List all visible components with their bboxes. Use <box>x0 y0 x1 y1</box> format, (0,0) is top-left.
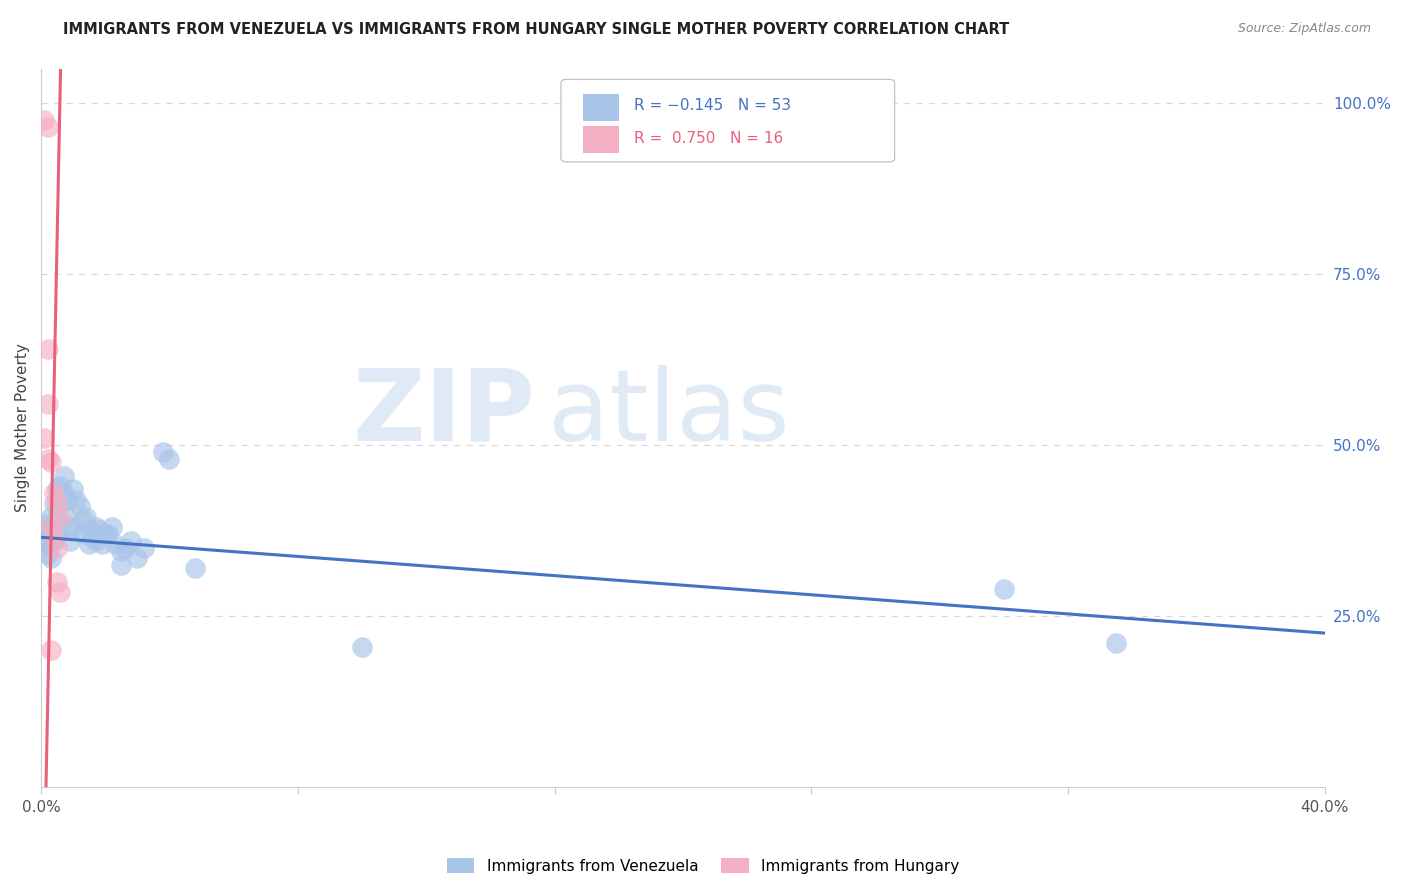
Point <box>72 526 94 541</box>
Point <box>65 492 87 507</box>
Point <box>37 120 59 134</box>
Point <box>62 483 84 497</box>
Point <box>42 496 65 510</box>
Point <box>87 524 110 538</box>
Text: atlas: atlas <box>548 365 790 462</box>
Point <box>46 509 69 524</box>
Point <box>37 451 59 466</box>
Point <box>39 509 62 524</box>
Y-axis label: Single Mother Poverty: Single Mother Poverty <box>15 343 30 512</box>
Text: Source: ZipAtlas.com: Source: ZipAtlas.com <box>1237 22 1371 36</box>
Point <box>97 526 120 541</box>
Point <box>49 509 72 524</box>
Point <box>84 520 107 534</box>
Point <box>42 530 65 544</box>
Point <box>46 483 69 497</box>
Point <box>184 561 207 575</box>
Point <box>39 550 62 565</box>
Point <box>127 550 149 565</box>
Point <box>39 520 62 534</box>
Legend: Immigrants from Venezuela, Immigrants from Hungary: Immigrants from Venezuela, Immigrants fr… <box>440 852 966 880</box>
Point <box>91 537 114 551</box>
Point <box>39 643 62 657</box>
Point <box>110 558 132 572</box>
Point <box>69 500 91 514</box>
Point <box>159 451 181 466</box>
Text: IMMIGRANTS FROM VENEZUELA VS IMMIGRANTS FROM HUNGARY SINGLE MOTHER POVERTY CORRE: IMMIGRANTS FROM VENEZUELA VS IMMIGRANTS … <box>63 22 1010 37</box>
Point <box>34 533 56 548</box>
Point <box>42 485 65 500</box>
Point <box>49 479 72 493</box>
Point <box>39 537 62 551</box>
Point <box>37 548 59 562</box>
Point <box>114 541 136 555</box>
Text: ZIP: ZIP <box>353 365 536 462</box>
Text: R = −0.145   N = 53: R = −0.145 N = 53 <box>634 98 792 113</box>
Point <box>52 485 75 500</box>
Point <box>84 533 107 548</box>
Point <box>46 496 69 510</box>
Point <box>72 513 94 527</box>
Point <box>59 520 82 534</box>
Point <box>1105 636 1128 650</box>
Point <box>132 541 155 555</box>
FancyBboxPatch shape <box>582 126 619 153</box>
Point <box>55 492 77 507</box>
Point <box>94 526 117 541</box>
Point <box>49 496 72 510</box>
Point <box>59 533 82 548</box>
Point <box>39 455 62 469</box>
Point <box>77 524 100 538</box>
Point <box>104 537 127 551</box>
Point <box>34 516 56 531</box>
Point <box>46 541 69 555</box>
Point <box>77 537 100 551</box>
Text: R =  0.750   N = 16: R = 0.750 N = 16 <box>634 131 783 145</box>
Point <box>37 524 59 538</box>
Point <box>152 444 174 458</box>
Point <box>34 112 56 127</box>
Point <box>37 397 59 411</box>
Point <box>46 526 69 541</box>
Point <box>37 537 59 551</box>
Point <box>52 468 75 483</box>
Point <box>110 544 132 558</box>
FancyBboxPatch shape <box>582 94 619 121</box>
Point <box>49 585 72 599</box>
Point <box>55 509 77 524</box>
Point <box>46 574 69 589</box>
Point <box>42 516 65 531</box>
Point <box>82 530 104 544</box>
Point <box>34 431 56 445</box>
Point <box>100 520 122 534</box>
Point <box>350 640 373 654</box>
Point <box>120 533 142 548</box>
Point <box>42 533 65 548</box>
Point <box>39 524 62 538</box>
Point <box>75 509 97 524</box>
Point <box>62 520 84 534</box>
Point <box>993 582 1015 596</box>
FancyBboxPatch shape <box>561 79 894 162</box>
Point <box>37 342 59 356</box>
